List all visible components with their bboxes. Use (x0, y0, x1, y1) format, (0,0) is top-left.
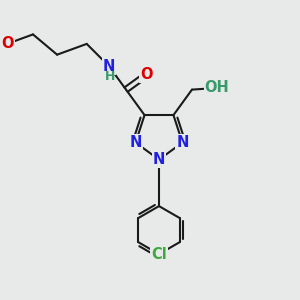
Text: N: N (103, 59, 115, 74)
Text: N: N (129, 135, 142, 150)
Text: O: O (140, 67, 153, 82)
Text: H: H (105, 70, 116, 83)
Text: Cl: Cl (151, 247, 167, 262)
Text: O: O (2, 36, 14, 51)
Text: OH: OH (205, 80, 230, 95)
Text: N: N (176, 135, 189, 150)
Text: N: N (153, 152, 165, 167)
